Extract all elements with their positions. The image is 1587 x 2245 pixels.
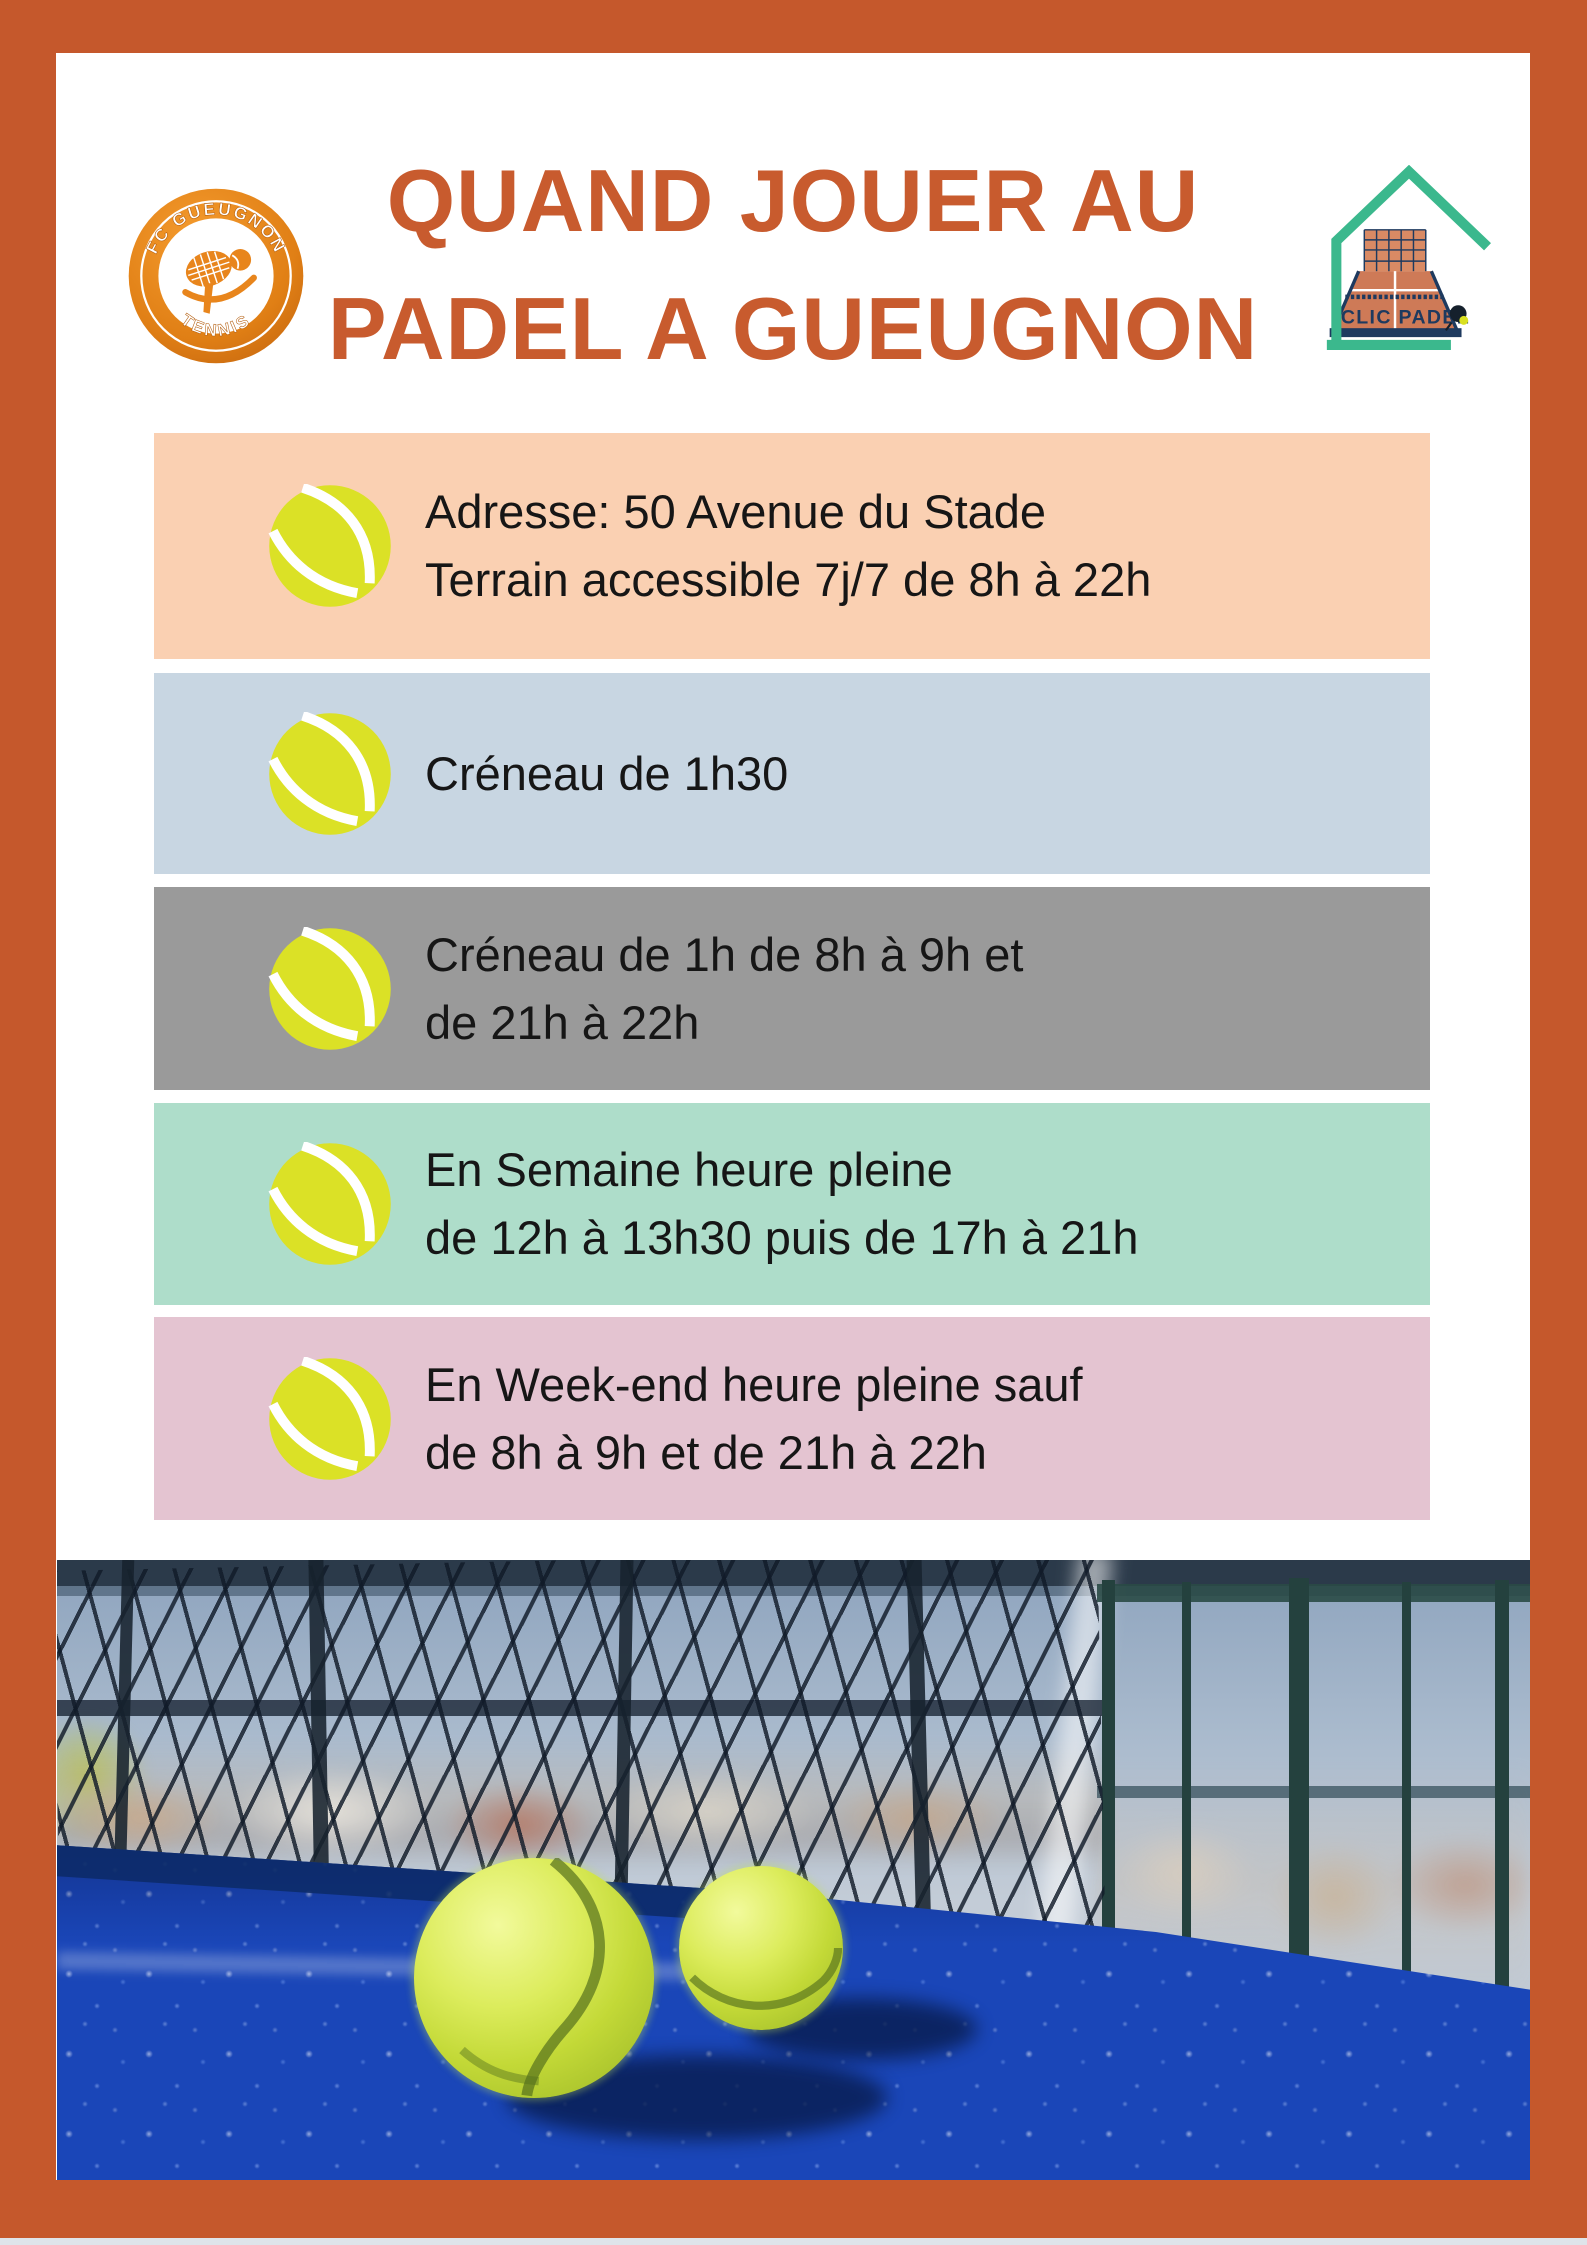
tennis-ball-photo-small: [679, 1866, 843, 2030]
info-bar-weekend-peak: En Week-end heure pleine sauf de 8h à 9h…: [154, 1317, 1430, 1520]
fence-post: [1182, 1582, 1191, 1992]
page-title-line1: QUAND JOUER AU: [386, 151, 1200, 250]
fence-post: [1102, 1580, 1115, 2000]
tennis-ball-icon: [268, 1141, 392, 1266]
court-wall-midrail-right: [1097, 1786, 1530, 1798]
info-text-line: Créneau de 1h30: [425, 746, 789, 800]
tennis-racket-icon: [182, 249, 257, 314]
info-text-line: de 21h à 22h: [425, 995, 700, 1049]
fence-post: [1289, 1578, 1309, 2008]
fence-post: [1495, 1580, 1509, 2015]
info-text-line: de 8h à 9h et de 21h à 22h: [425, 1425, 987, 1479]
fc-gueugnon-tennis-logo: FC GUEUGNON TENNIS: [128, 188, 304, 364]
tennis-ball-icon: [268, 483, 392, 608]
info-bar-slot-90min: Créneau de 1h30: [154, 673, 1430, 874]
padel-court-graphic: [1329, 229, 1462, 338]
page-title-line2: PADEL A GUEUGNON: [327, 279, 1259, 378]
info-text-line: En Semaine heure pleine: [425, 1143, 953, 1196]
info-text-line: Adresse: 50 Avenue du Stade: [425, 485, 1047, 538]
tennis-ball-photo-large: [414, 1858, 654, 2098]
info-text-line: de 12h à 13h30 puis de 17h à 21h: [425, 1211, 1139, 1264]
clic-padel-label: CLIC PADEL: [1341, 307, 1470, 329]
tennis-ball-icon: [268, 710, 392, 836]
fence-post: [1402, 1582, 1411, 2002]
poster-inner-canvas: FC GUEUGNON TENNIS QUAND JOUER AU PADEL …: [56, 53, 1530, 2180]
page-title: QUAND JOUER AU PADEL A GUEUGNON: [56, 137, 1530, 393]
tennis-ball-icon: [268, 1355, 392, 1481]
padel-court-photo: [57, 1560, 1530, 2180]
info-text-line: Créneau de 1h de 8h à 9h et: [425, 927, 1024, 981]
court-wall-rail-right: [1097, 1584, 1530, 1602]
house-outline: [1326, 165, 1491, 350]
info-text-line: Terrain accessible 7j/7 de 8h à 22h: [425, 553, 1152, 606]
info-bar-weekday-peak: En Semaine heure pleine de 12h à 13h30 p…: [154, 1103, 1430, 1305]
info-bar-slot-60min: Créneau de 1h de 8h à 9h et de 21h à 22h: [154, 887, 1430, 1090]
info-bar-address: Adresse: 50 Avenue du Stade Terrain acce…: [154, 433, 1430, 659]
tennis-ball-icon: [268, 925, 392, 1051]
clic-padel-logo: CLIC PADEL: [1326, 165, 1491, 350]
tennis-ball-small-icon: [229, 249, 252, 271]
padel-racket-icon: [1444, 305, 1469, 332]
page-bottom-edge: [0, 2238, 1587, 2245]
info-text-line: En Week-end heure pleine sauf: [425, 1357, 1083, 1411]
